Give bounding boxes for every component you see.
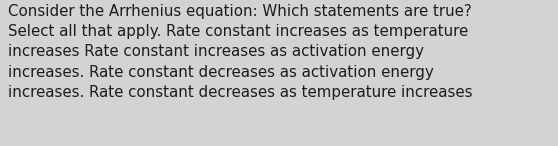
Text: Consider the Arrhenius equation: Which statements are true?
Select all that appl: Consider the Arrhenius equation: Which s… [8, 4, 473, 100]
